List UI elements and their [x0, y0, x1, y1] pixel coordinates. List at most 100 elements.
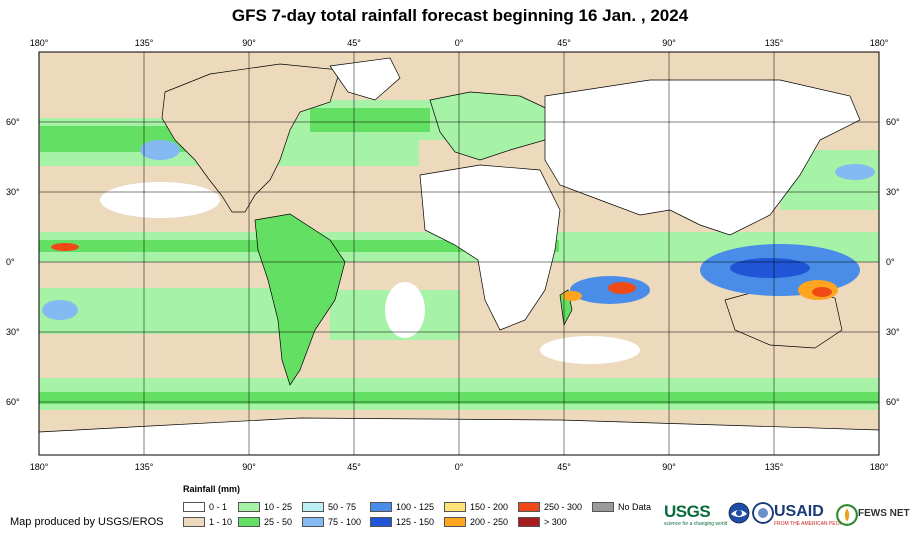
heavy-rain-maritime-core	[730, 258, 810, 278]
lon-tick-top: 180°	[869, 38, 889, 48]
legend-item: 0 - 1	[183, 501, 227, 513]
heavy-rain-northern-australia-core	[812, 287, 832, 297]
usgs-tagline: science for a changing world	[664, 521, 728, 527]
noaa-seal-icon	[728, 502, 750, 524]
lat-tick-left: 60°	[6, 397, 20, 407]
legend-label: 1 - 10	[209, 517, 233, 527]
legend-item: 25 - 50	[238, 516, 292, 528]
lat-tick-left: 0°	[6, 257, 15, 267]
lon-tick-bottom: 0°	[454, 462, 464, 472]
legend-label: 50 - 75	[328, 502, 357, 512]
lon-tick-top: 45°	[347, 38, 361, 48]
legend-label: 75 - 100	[328, 517, 362, 527]
heavy-rain-north-pacific-front	[140, 140, 180, 160]
lat-tick-right: 60°	[886, 117, 900, 127]
lat-tick-right: 0°	[886, 257, 895, 267]
land-europe	[429, 91, 551, 161]
lon-tick-bottom: 90°	[242, 462, 256, 472]
usgs-logo: USGS	[664, 502, 711, 521]
usaid-logo: USAID	[774, 503, 824, 520]
legend-label: 25 - 50	[264, 517, 293, 527]
legend-label: 10 - 25	[264, 502, 293, 512]
lat-tick-left: 30°	[6, 187, 20, 197]
legend-swatch	[592, 502, 614, 512]
legend-label: 125 - 150	[396, 517, 435, 527]
legend-swatch	[518, 502, 540, 512]
legend-item: 50 - 75	[302, 501, 356, 513]
heavy-rain-equatorial-pacific	[51, 243, 79, 251]
lat-tick-right: 60°	[886, 397, 900, 407]
rain-band-south-pacific	[39, 288, 279, 334]
legend-item: 250 - 300	[518, 501, 582, 513]
legend-label: 100 - 125	[396, 502, 435, 512]
lon-tick-bottom: 180°	[869, 462, 889, 472]
legend-item: No Data	[592, 501, 651, 513]
legend-item: 100 - 125	[370, 501, 434, 513]
rain-band-north-atlantic-strong	[310, 108, 430, 132]
heavy-rain-south-indian-core	[608, 282, 636, 294]
legend-swatch	[238, 502, 260, 512]
lon-tick-bottom: 135°	[134, 462, 154, 472]
legend-label: 0 - 1	[209, 502, 228, 512]
lon-tick-top: 45°	[557, 38, 571, 48]
legend-swatch	[370, 502, 392, 512]
legend-swatch	[444, 517, 466, 527]
land-greenland	[329, 57, 401, 101]
graticule	[39, 52, 879, 455]
map-frame	[38, 51, 880, 456]
lon-tick-top: 135°	[764, 38, 784, 48]
land-south-america	[254, 213, 346, 386]
land-asia	[544, 79, 861, 236]
legend-item: 125 - 150	[370, 516, 434, 528]
lon-tick-bottom: 90°	[662, 462, 676, 472]
lon-tick-top: 90°	[662, 38, 676, 48]
legend-label: 200 - 250	[470, 517, 509, 527]
heavy-rain-southwest-pacific	[42, 300, 78, 320]
lon-tick-top: 180°	[29, 38, 49, 48]
lon-tick-top: 135°	[134, 38, 154, 48]
land-north-america	[161, 63, 341, 213]
lat-tick-left: 30°	[6, 327, 20, 337]
usaid-tagline: FROM THE AMERICAN PEOPLE	[774, 521, 849, 527]
legend-label: > 300	[544, 517, 567, 527]
lon-tick-bottom: 180°	[29, 462, 49, 472]
legend-swatch	[444, 502, 466, 512]
lon-tick-top: 90°	[242, 38, 256, 48]
credit-text: Map produced by USGS/EROS	[10, 516, 164, 528]
logo-strip: USGS science for a changing world USAID …	[664, 500, 916, 530]
dry-zone-south-indian	[540, 336, 640, 364]
legend-label: No Data	[618, 502, 652, 512]
legend-item: 150 - 200	[444, 501, 508, 513]
fews-net-logo: FEWS NET	[858, 508, 910, 519]
heavy-rain-kuroshio	[835, 164, 875, 180]
dry-zone-south-atlantic	[385, 282, 425, 338]
lat-tick-left: 60°	[6, 117, 20, 127]
legend-swatch	[518, 517, 540, 527]
legend-swatch	[238, 517, 260, 527]
land-africa	[419, 164, 561, 331]
legend-item: 75 - 100	[302, 516, 361, 528]
lon-tick-bottom: 135°	[764, 462, 784, 472]
legend-item: 10 - 25	[238, 501, 292, 513]
legend-swatch	[302, 502, 324, 512]
legend-title: Rainfall (mm)	[183, 484, 241, 494]
legend-swatch	[183, 502, 205, 512]
fews-net-icon	[836, 504, 858, 526]
lon-tick-bottom: 45°	[347, 462, 361, 472]
lat-tick-right: 30°	[886, 187, 900, 197]
heavy-rain-madagascar	[562, 291, 582, 301]
legend-item: > 300	[518, 516, 567, 528]
lon-tick-top: 0°	[454, 38, 464, 48]
legend-swatch	[370, 517, 392, 527]
map-title: GFS 7-day total rainfall forecast beginn…	[231, 6, 689, 25]
legend-item: 1 - 10	[183, 516, 232, 528]
legend-label: 150 - 200	[470, 502, 509, 512]
doi-seal-icon	[752, 502, 774, 524]
lon-tick-bottom: 45°	[557, 462, 571, 472]
lat-tick-right: 30°	[886, 327, 900, 337]
legend-item: 200 - 250	[444, 516, 508, 528]
legend-swatch	[302, 517, 324, 527]
legend-label: 250 - 300	[544, 502, 583, 512]
dry-zone-east-pacific	[100, 182, 220, 218]
